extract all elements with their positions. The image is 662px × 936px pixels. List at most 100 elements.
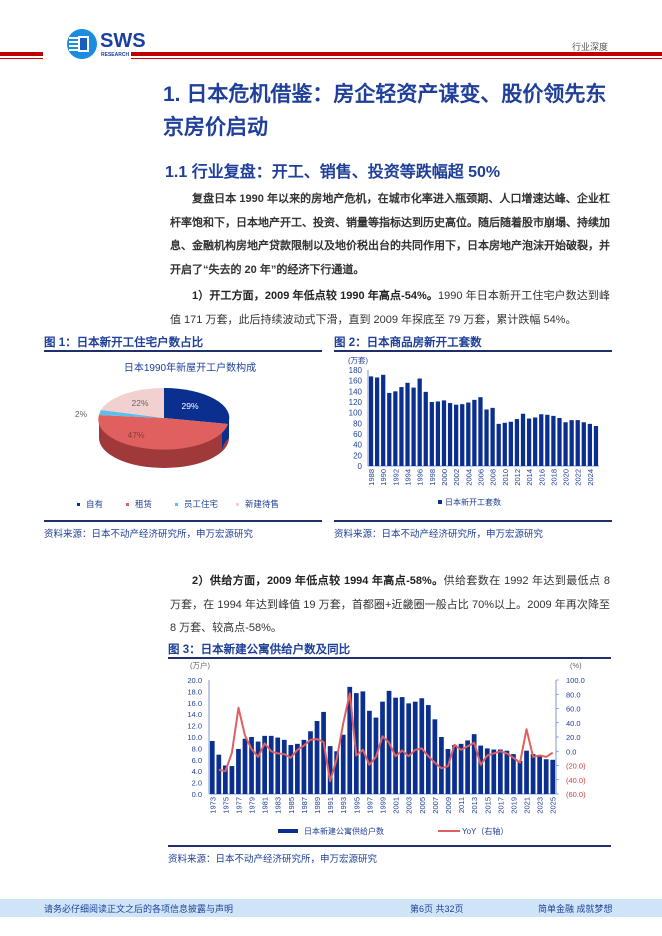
pie-legend-for-sale: 新建待售 [245,499,279,509]
svg-text:2009: 2009 [444,797,453,814]
svg-text:1987: 1987 [300,797,309,814]
svg-text:0: 0 [358,462,363,471]
figure-3-rule [168,657,611,659]
svg-text:2003: 2003 [405,797,414,814]
pie-title: 日本1990年新屋开工户数构成 [124,361,256,374]
svg-text:日本新开工套数: 日本新开工套数 [445,497,501,507]
logo-text: SWS [100,30,146,52]
svg-text:40.0: 40.0 [566,719,581,728]
svg-text:1997: 1997 [365,797,374,814]
svg-text:1995: 1995 [352,797,361,814]
svg-text:80: 80 [353,419,362,428]
svg-text:1998: 1998 [428,469,437,486]
svg-text:2022: 2022 [574,469,583,486]
paragraph-intro: 复盘日本 1990 年以来的房地产危机，在城市化率进入瓶颈期、人口增速达峰、企业… [170,193,610,276]
svg-text:2017: 2017 [496,797,505,814]
pie-slice-rental [98,415,228,450]
pie-legend-employee: 员工住宅 [184,499,218,509]
page-footer: 请务必仔细阅读正文之后的各项信息披露与声明 第6页 共32页 简单金融 成就梦想 [0,899,662,917]
svg-text:1979: 1979 [248,797,257,814]
svg-text:100.0: 100.0 [566,676,585,685]
figure-2-rule [334,350,612,352]
svg-text:2016: 2016 [537,469,546,486]
svg-text:20.0: 20.0 [187,676,202,685]
svg-text:2012: 2012 [513,469,522,486]
svg-text:0.0: 0.0 [192,790,202,799]
figure-3-source-rule [168,845,611,847]
svg-text:160: 160 [349,377,363,386]
figure-2-source: 资料来源：日本不动产经济研究所，申万宏源研究 [334,529,544,540]
svg-text:60: 60 [353,430,362,439]
svg-text:(20.0): (20.0) [566,762,586,771]
svg-text:8.0: 8.0 [192,744,202,753]
header-rule-right [131,52,662,56]
svg-text:47%: 47% [127,430,144,440]
figure-3-title: 图 3：日本新建公寓供给户数及同比 [168,644,351,656]
figure-1-source: 资料来源：日本不动产经济研究所，申万宏源研究 [44,529,254,540]
svg-text:2011: 2011 [457,797,466,813]
svg-text:2023: 2023 [536,797,545,814]
svg-text:100: 100 [349,409,363,418]
svg-text:日本新建公寓供给户数: 日本新建公寓供给户数 [304,826,384,836]
svg-text:2005: 2005 [418,797,427,814]
svg-text:12.0: 12.0 [187,722,202,731]
paragraph-supply: 2）供给方面，2009 年低点较 1994 年高点-58%。供给套数在 1992… [170,570,610,641]
footer-slogan: 简单金融 成就梦想 [538,904,613,914]
report-type-tag: 行业深度 [572,42,609,52]
svg-text:1993: 1993 [339,797,348,814]
section-title: 1. 日本危机借鉴：房企轻资产谋变、股价领先东京房价启动 [163,83,607,139]
svg-text:1989: 1989 [313,797,322,814]
svg-text:(60.0): (60.0) [566,790,586,799]
svg-text:1981: 1981 [261,797,270,814]
svg-text:YoY（右轴）: YoY（右轴） [462,826,508,836]
svg-text:120: 120 [349,398,363,407]
svg-text:2.0: 2.0 [192,779,202,788]
svg-text:2020: 2020 [562,469,571,486]
svg-text:2015: 2015 [483,797,492,814]
figure-1-rule [44,350,322,352]
svg-text:1990: 1990 [379,469,388,486]
svg-text:1999: 1999 [379,797,388,814]
footer-page-number: 第6页 共32页 [410,904,464,914]
figure-1-pie-chart: 日本1990年新屋开工户数构成 29% 47% 22% 2% 自有 租赁 员工住… [44,352,324,517]
svg-text:2025: 2025 [549,797,558,814]
svg-text:1996: 1996 [416,469,425,486]
paragraph-starts: 1）开工方面，2009 年低点较 1990 年高点-54%。1990 年日本新开… [170,285,610,332]
svg-text:2002: 2002 [452,469,461,486]
svg-text:20.0: 20.0 [566,733,581,742]
svg-text:2013: 2013 [470,797,479,814]
svg-text:2008: 2008 [489,469,498,486]
figure-2-source-rule [334,520,612,522]
svg-text:6.0: 6.0 [192,756,202,765]
pie-slice-owned [164,387,230,424]
svg-text:18.0: 18.0 [187,687,202,696]
figure-1-title: 图 1：日本新开工住宅户数占比 [44,337,204,349]
svg-text:1975: 1975 [221,797,230,814]
figure-2-bar-chart: (万套) 0 20 40 60 80 100 120 140 160 180 1988 1990 1992… [334,352,614,517]
svg-text:1994: 1994 [404,469,413,486]
svg-text:(%): (%) [570,661,582,670]
paragraph-supply-lead: 2）供给方面，2009 年低点较 1994 年高点-58%。 [192,575,444,587]
figure-3-combo-chart: (万户) (%) 0.0 2.0 4.0 6.0 8.0 10.0 12.0 14.0 16.0 18… [168,658,612,844]
svg-text:2021: 2021 [523,797,532,814]
svg-text:2%: 2% [75,409,88,419]
svg-text:29%: 29% [181,401,198,411]
svg-text:140: 140 [349,387,363,396]
svg-text:(40.0): (40.0) [566,776,586,785]
svg-text:0.0: 0.0 [566,747,576,756]
svg-text:20: 20 [353,451,362,460]
svg-text:2007: 2007 [431,797,440,814]
pie-slice-for-sale [101,387,164,418]
svg-text:1985: 1985 [287,797,296,814]
svg-text:2024: 2024 [586,469,595,486]
figure-1-source-rule [44,520,322,522]
svg-text:1983: 1983 [274,797,283,814]
header-rule-left [0,52,43,56]
svg-text:10.0: 10.0 [187,733,202,742]
svg-text:80.0: 80.0 [566,690,581,699]
svg-text:16.0: 16.0 [187,699,202,708]
svg-text:(万户): (万户) [190,660,210,670]
svg-text:1973: 1973 [208,797,217,814]
footer-disclaimer: 请务必仔细阅读正文之后的各项信息披露与声明 [44,904,234,914]
svg-text:2018: 2018 [549,469,558,486]
